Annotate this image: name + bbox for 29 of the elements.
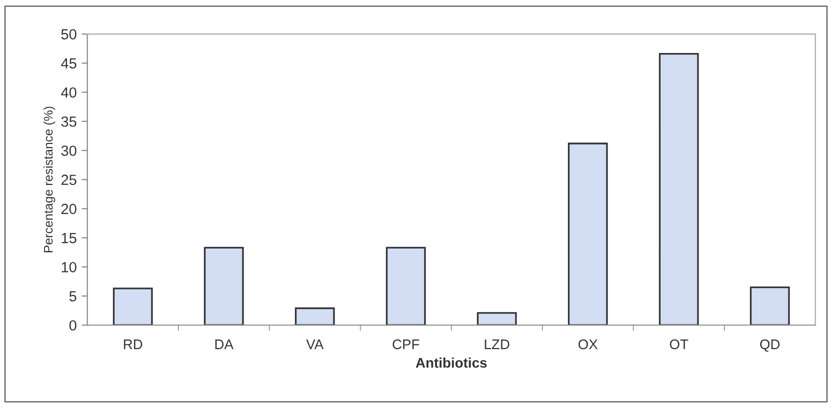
y-tick-label: 30	[61, 146, 76, 156]
y-tick-label: 25	[61, 174, 76, 186]
y-axis-title: Percentage resistance (%)	[44, 106, 56, 252]
x-tick-label: OX	[578, 339, 598, 350]
y-tick-label: 0	[69, 320, 76, 331]
y-tick-label: 35	[61, 116, 76, 127]
x-tick-label: RD	[124, 340, 142, 350]
x-tick-label: QD	[760, 339, 780, 352]
y-tick-label: 15	[62, 233, 76, 244]
y-tick-label: 50	[61, 29, 76, 40]
bar	[294, 307, 335, 326]
bar	[568, 142, 608, 326]
y-tick-label: 20	[61, 204, 76, 214]
bar	[750, 286, 790, 326]
y-tick-label: 45	[61, 58, 76, 69]
x-tick-label: OT	[670, 339, 688, 350]
x-tick-label: VA	[306, 340, 324, 350]
y-tick-label: 40	[61, 87, 76, 98]
x-axis-title: Antibiotics	[416, 358, 487, 368]
x-tick-label: CPF	[392, 339, 420, 350]
bar	[112, 288, 153, 326]
bar	[476, 312, 517, 326]
x-tick-label: LZD	[484, 340, 510, 350]
bar	[204, 246, 244, 326]
bar	[386, 246, 426, 326]
x-tick-label: DA	[215, 340, 234, 350]
y-tick-label: 5	[69, 291, 76, 302]
bar	[658, 52, 699, 326]
y-tick-label: 10	[62, 262, 76, 272]
